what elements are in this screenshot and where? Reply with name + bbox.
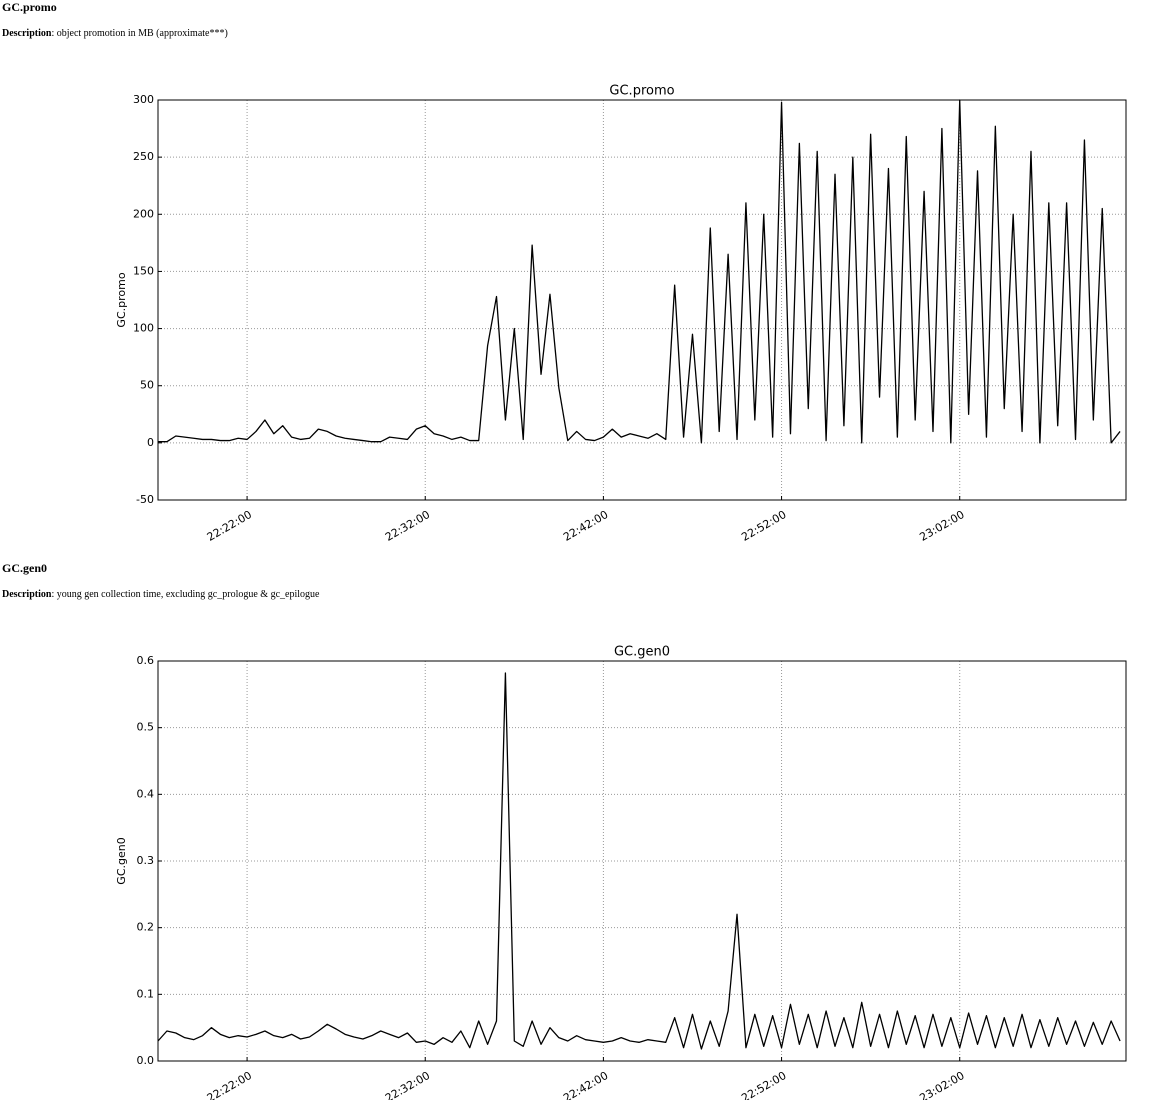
x-tick-label: 22:22:00	[205, 1069, 254, 1100]
y-tick-label: -50	[136, 493, 154, 506]
description-text: : young gen collection time, excluding g…	[51, 589, 320, 600]
x-tick-label: 22:52:00	[739, 1069, 788, 1100]
y-tick-label: 0	[147, 436, 154, 449]
y-tick-label: 0.4	[137, 787, 155, 800]
y-tick-label: 0.0	[137, 1054, 155, 1067]
section-heading: GC.gen0	[2, 561, 47, 575]
x-tick-label: 22:32:00	[383, 1069, 432, 1100]
y-axis-label: GC.gen0	[115, 837, 128, 884]
x-tick-label: 22:32:00	[383, 508, 432, 544]
y-tick-label: 0.6	[137, 654, 155, 667]
y-tick-label: 0.5	[137, 721, 155, 734]
section-heading: GC.promo	[2, 0, 57, 14]
y-tick-label: 0.3	[137, 854, 155, 867]
x-tick-label: 22:22:00	[205, 508, 254, 544]
y-tick-label: 0.2	[137, 921, 155, 934]
x-tick-label: 22:42:00	[561, 1069, 610, 1100]
plot-frame	[157, 660, 1127, 1062]
section-description: Description: object promotion in MB (app…	[2, 28, 228, 39]
y-tick-label: 300	[133, 93, 154, 106]
y-tick-label: 100	[133, 322, 154, 335]
y-tick-label: 150	[133, 264, 154, 277]
y-tick-label: 200	[133, 207, 154, 220]
plot-frame	[157, 99, 1127, 501]
x-tick-label: 23:02:00	[917, 1069, 966, 1100]
x-tick-label: 23:02:00	[917, 508, 966, 544]
section-description: Description: young gen collection time, …	[2, 589, 320, 600]
chart-title: GC.promo	[609, 84, 674, 99]
y-tick-label: 250	[133, 150, 154, 163]
chart-title: GC.gen0	[614, 645, 670, 660]
description-label: Description	[2, 28, 52, 39]
description-label: Description	[2, 589, 52, 600]
description-text: : object promotion in MB (approximate***…	[51, 28, 227, 39]
data-line	[157, 672, 1121, 1050]
x-tick-label: 22:52:00	[739, 508, 788, 544]
y-tick-label: 50	[140, 379, 154, 392]
y-axis-label: GC.promo	[115, 272, 128, 327]
x-tick-label: 22:42:00	[561, 508, 610, 544]
y-tick-label: 0.1	[137, 987, 155, 1000]
